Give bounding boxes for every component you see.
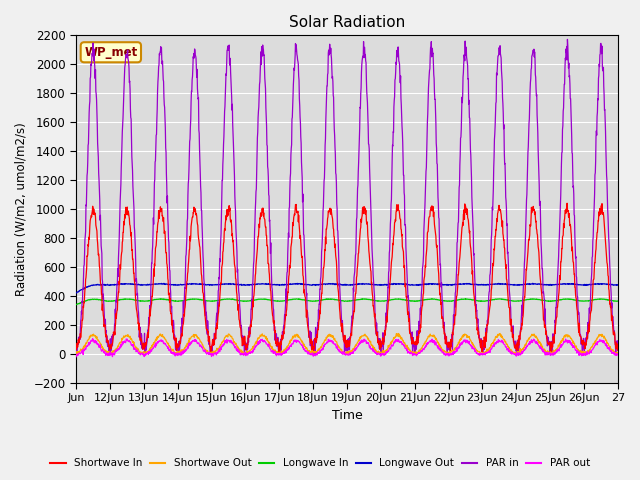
Title: Solar Radiation: Solar Radiation [289, 15, 405, 30]
X-axis label: Time: Time [332, 409, 362, 422]
Text: WP_met: WP_met [84, 46, 138, 59]
Legend: Shortwave In, Shortwave Out, Longwave In, Longwave Out, PAR in, PAR out: Shortwave In, Shortwave Out, Longwave In… [46, 454, 594, 472]
Y-axis label: Radiation (W/m2, umol/m2/s): Radiation (W/m2, umol/m2/s) [15, 122, 28, 296]
